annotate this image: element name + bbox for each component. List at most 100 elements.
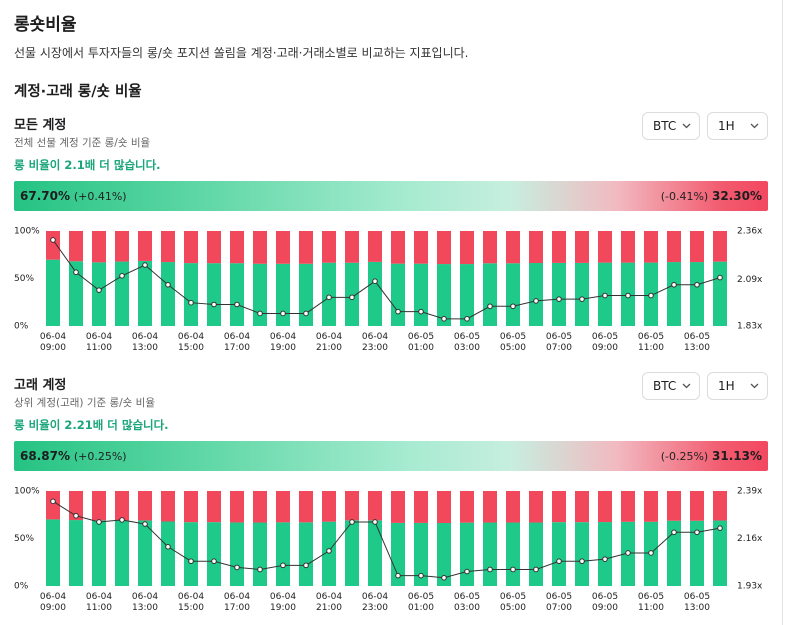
long-bar bbox=[69, 520, 83, 586]
short-bar bbox=[207, 231, 221, 264]
long-bar bbox=[161, 262, 175, 326]
short-bar bbox=[138, 491, 152, 521]
ratio-point bbox=[441, 574, 447, 581]
long-bar bbox=[299, 263, 313, 326]
long-bar bbox=[207, 263, 221, 326]
short-bar bbox=[345, 491, 359, 521]
short-bar bbox=[644, 231, 658, 263]
x-tick-label: 06-05 03:00 bbox=[453, 332, 481, 353]
ratio-point bbox=[579, 296, 585, 302]
x-tick-label: 06-04 23:00 bbox=[361, 332, 389, 353]
x-tick-label: 06-05 03:00 bbox=[453, 592, 481, 613]
x-tick-label: 06-05 07:00 bbox=[545, 332, 573, 353]
long-side: 68.87% (+0.25%) bbox=[20, 449, 127, 463]
long-bar bbox=[460, 264, 474, 326]
ratio-point bbox=[372, 519, 378, 525]
ratio-point bbox=[303, 310, 309, 317]
ratio-point bbox=[648, 292, 654, 299]
ratio-point bbox=[694, 281, 700, 288]
long-bar bbox=[391, 522, 405, 586]
x-tick-label: 06-04 13:00 bbox=[131, 592, 159, 613]
ratio-point bbox=[510, 566, 516, 573]
ratio-point bbox=[579, 558, 585, 565]
short-bar bbox=[529, 231, 543, 264]
short-bar bbox=[667, 231, 681, 263]
ratio-point bbox=[441, 316, 447, 322]
short-bar bbox=[161, 231, 175, 263]
chevron-icon bbox=[750, 383, 759, 389]
y2-tick-label: 1.93x bbox=[737, 582, 763, 592]
x-tick-label: 06-04 15:00 bbox=[177, 592, 205, 613]
select-value: BTC bbox=[653, 119, 677, 133]
short-bar bbox=[230, 231, 244, 264]
ratio-point bbox=[464, 316, 470, 322]
ratio-point bbox=[648, 550, 654, 556]
ratio-point bbox=[671, 529, 677, 536]
ratio-bar: 68.87% (+0.25%) (-0.25%) 31.13% bbox=[14, 441, 768, 471]
x-tick-label: 06-05 09:00 bbox=[591, 592, 619, 613]
long-bar bbox=[598, 522, 612, 586]
ratio-bar: 67.70% (+0.41%) (-0.41%) 32.30% bbox=[14, 181, 768, 211]
long-bar bbox=[69, 261, 83, 326]
y-tick-label: 100% bbox=[14, 227, 40, 237]
ratio-summary: 롱 비율이 2.1배 더 많습니다. bbox=[14, 158, 161, 172]
long-bar bbox=[299, 522, 313, 586]
chevron bbox=[682, 383, 691, 389]
long-bar bbox=[253, 522, 267, 586]
short-pct: 32.30% bbox=[712, 189, 762, 203]
ratio-point bbox=[188, 299, 194, 306]
long-bar bbox=[184, 522, 198, 586]
long-bar bbox=[161, 521, 175, 586]
x-tick-label: 06-04 09:00 bbox=[39, 332, 67, 353]
x-tick-label: 06-04 15:00 bbox=[177, 332, 205, 353]
short-bar bbox=[299, 491, 313, 523]
ratio-point bbox=[717, 274, 723, 281]
long-bar bbox=[230, 263, 244, 326]
ratio-point bbox=[395, 308, 401, 315]
ratio-point bbox=[50, 498, 56, 505]
long-bar bbox=[115, 520, 129, 586]
long-bar bbox=[391, 263, 405, 326]
long-bar bbox=[368, 520, 382, 586]
x-tick-label: 06-05 13:00 bbox=[683, 332, 711, 353]
x-tick-label: 06-05 11:00 bbox=[637, 332, 665, 353]
ratio-summary: 롱 비율이 2.21배 더 많습니다. bbox=[14, 418, 169, 432]
short-bar bbox=[92, 231, 106, 263]
short-bar bbox=[161, 491, 175, 522]
x-tick-label: 06-04 19:00 bbox=[269, 592, 297, 613]
select-dropdown[interactable]: 1H bbox=[707, 372, 768, 400]
short-bar bbox=[575, 231, 589, 263]
select-dropdown[interactable]: BTC bbox=[642, 112, 700, 140]
y2-tick-label: 2.39x bbox=[737, 487, 763, 497]
short-bar bbox=[621, 491, 635, 522]
select-dropdown[interactable]: BTC bbox=[642, 372, 700, 400]
ratio-point bbox=[234, 564, 240, 571]
short-change: (-0.41%) bbox=[660, 190, 709, 203]
chevron-icon bbox=[682, 123, 691, 129]
short-bar bbox=[598, 491, 612, 523]
chevron bbox=[682, 123, 691, 129]
long-bar bbox=[345, 262, 359, 326]
long-bar bbox=[46, 259, 60, 326]
short-bar bbox=[414, 491, 428, 523]
ratio-point bbox=[625, 292, 631, 299]
short-bar bbox=[253, 491, 267, 523]
long-bar bbox=[713, 261, 727, 326]
short-bar bbox=[713, 491, 727, 521]
long-bar bbox=[46, 519, 60, 586]
x-tick-label: 06-05 11:00 bbox=[637, 592, 665, 613]
long-bar bbox=[483, 263, 497, 326]
page-title: 롱숏비율 bbox=[14, 15, 77, 35]
short-bar bbox=[368, 231, 382, 262]
x-tick-label: 06-04 21:00 bbox=[315, 332, 343, 353]
long-side: 67.70% (+0.41%) bbox=[20, 189, 127, 203]
chevron-icon bbox=[750, 123, 759, 129]
select-dropdown[interactable]: 1H bbox=[707, 112, 768, 140]
long-pct: 68.87% bbox=[20, 449, 70, 463]
x-tick-label: 06-04 13:00 bbox=[131, 332, 159, 353]
ratio-point bbox=[395, 572, 401, 579]
ratio-point bbox=[211, 558, 217, 565]
long-bar bbox=[207, 522, 221, 586]
short-bar bbox=[713, 231, 727, 262]
